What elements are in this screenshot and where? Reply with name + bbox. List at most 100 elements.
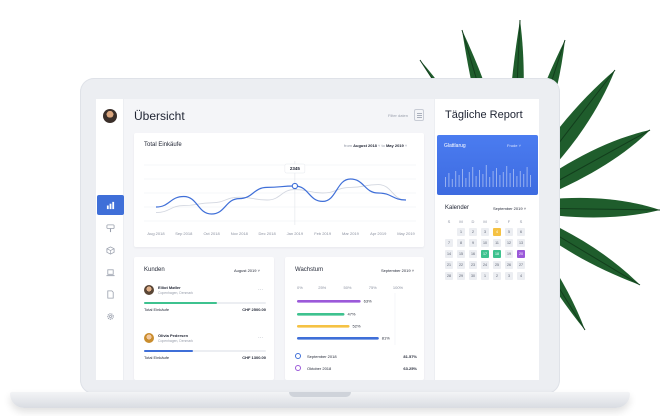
card-title: Wachstum	[295, 267, 324, 273]
box-icon	[105, 245, 115, 255]
series-line-primary	[155, 178, 407, 215]
total-purchases-card: Total Einkäufe from August 2018 ˅ to May…	[134, 133, 424, 247]
calendar-day[interactable]: 24	[481, 261, 489, 269]
sidebar-item-documents[interactable]	[96, 284, 124, 304]
customer-name: Elliot Møller	[158, 285, 181, 290]
growth-bar	[297, 313, 345, 316]
calendar-day[interactable]: 25	[493, 261, 501, 269]
total-label: Total Einkäufe	[144, 355, 170, 360]
more-icon[interactable]: ···	[258, 287, 263, 293]
calendar-day[interactable]: 2	[469, 228, 477, 236]
calendar-day[interactable]: 5	[505, 228, 513, 236]
bar-chart-icon	[106, 201, 115, 209]
activity-bar	[468, 172, 470, 187]
calendar-day[interactable]: 28	[445, 272, 453, 280]
calendar-day[interactable]: 3	[505, 272, 513, 280]
activity-bar	[530, 175, 531, 187]
range-from[interactable]: August 2018	[353, 143, 377, 148]
x-tick-label: Oct 2018	[203, 231, 220, 236]
calendar-day[interactable]: 2	[493, 272, 501, 280]
filter-icon[interactable]	[414, 109, 424, 121]
activity-bars	[445, 165, 531, 187]
filter-label[interactable]: Filter daten	[388, 113, 409, 118]
laptop-base	[10, 392, 630, 408]
calendar-day[interactable]: 30	[469, 272, 477, 280]
activity-bar	[513, 169, 514, 187]
calendar-day[interactable]: 4	[517, 272, 525, 280]
sidebar-item-products[interactable]	[96, 240, 124, 260]
sidebar-item-devices[interactable]	[96, 262, 124, 282]
calendar-day[interactable]: 29	[457, 272, 465, 280]
calendar-day[interactable]: 4	[493, 228, 501, 236]
avatar[interactable]	[103, 109, 117, 123]
gear-icon	[106, 312, 114, 320]
calendar-day[interactable]: 26	[505, 261, 513, 269]
calendar-day[interactable]: 17	[481, 250, 489, 258]
customer-item[interactable]: Olivia Pedersen Copenhagen, Denmark ··· …	[144, 333, 266, 380]
calendar-day[interactable]: 13	[517, 239, 525, 247]
range-to[interactable]: May 2019	[385, 143, 404, 148]
activity-bar	[523, 174, 525, 187]
avatar	[144, 333, 154, 343]
calendar-day[interactable]: 7	[445, 239, 453, 247]
sidebar-item-overview[interactable]	[97, 195, 124, 215]
calendar-day[interactable]: 23	[469, 261, 477, 269]
period-select[interactable]: August 2019 ˅	[234, 268, 260, 273]
calendar-day[interactable]: 20	[517, 250, 525, 258]
calendar-day[interactable]: 11	[493, 239, 501, 247]
x-tick-label: 0%	[297, 285, 303, 290]
calendar-day[interactable]: 22	[457, 261, 465, 269]
x-tick-label: May 2019	[397, 231, 415, 236]
bar-value-label: 63%	[364, 299, 372, 304]
activity-bar	[458, 175, 460, 187]
x-tick-label: 25%	[318, 285, 326, 290]
customer-amount: CHF 1300.00	[242, 355, 266, 360]
customer-amount: CHF 2500.00	[242, 307, 266, 312]
weekday-label: D	[495, 219, 499, 224]
activity-bar	[506, 166, 508, 187]
calendar-day[interactable]: 3	[481, 228, 489, 236]
panel-title: Tägliche Report	[445, 109, 523, 121]
sidebar	[96, 99, 124, 380]
calendar-day[interactable]: 19	[505, 250, 513, 258]
x-tick-label: Jan 2019	[287, 231, 304, 236]
date-range[interactable]: from August 2018 ˅ to May 2019 ˅	[344, 143, 408, 148]
more-icon[interactable]: ···	[258, 335, 263, 341]
calendar-day[interactable]: 21	[445, 261, 453, 269]
activity-bar	[509, 173, 511, 187]
calendar-day[interactable]: 12	[505, 239, 513, 247]
smoothing-select[interactable]: Frude ˅	[507, 143, 521, 148]
calendar-day[interactable]: 9	[469, 239, 477, 247]
sidebar-item-settings[interactable]	[96, 306, 124, 326]
calendar-day[interactable]: 16	[469, 250, 477, 258]
growth-bar-chart: 0% 25% 50% 75% 100% 63% 47% 52% 81%	[297, 285, 404, 345]
card-title: Kunden	[144, 267, 165, 273]
calendar-day[interactable]: 1	[457, 228, 465, 236]
legend-marker	[295, 365, 301, 371]
sidebar-item-design[interactable]	[96, 218, 124, 238]
activity-bar	[448, 173, 450, 187]
bar-value-label: 47%	[347, 312, 355, 317]
calendar-period-select[interactable]: September 2019 ˅	[493, 206, 527, 211]
calendar-day[interactable]: 15	[457, 250, 465, 258]
smoothing-label: Glattlarug	[444, 143, 466, 149]
progress-fill	[144, 302, 218, 304]
calendar-day[interactable]: 6	[517, 228, 525, 236]
calendar-day[interactable]: 18	[493, 250, 501, 258]
customer-item[interactable]: Elliot Møller Copenhagen, Denmark ··· To…	[144, 285, 266, 335]
activity-bar	[475, 176, 477, 187]
activity-bar	[479, 170, 480, 187]
calendar-day[interactable]: 27	[517, 261, 525, 269]
calendar-day[interactable]: 1	[481, 272, 489, 280]
period-select[interactable]: September 2019 ˅	[381, 268, 415, 273]
calendar-day[interactable]: 8	[457, 239, 465, 247]
smoothing-card: Glattlarug Frude ˅	[437, 135, 538, 195]
activity-bar	[455, 171, 457, 187]
activity-bar	[462, 169, 463, 187]
x-tick-label: Feb 2019	[314, 231, 332, 236]
brush-icon	[105, 223, 115, 232]
tooltip-value: 2345	[290, 166, 301, 171]
calendar-day[interactable]: 10	[481, 239, 489, 247]
calendar-day[interactable]: 14	[445, 250, 453, 258]
document-icon	[106, 289, 114, 299]
